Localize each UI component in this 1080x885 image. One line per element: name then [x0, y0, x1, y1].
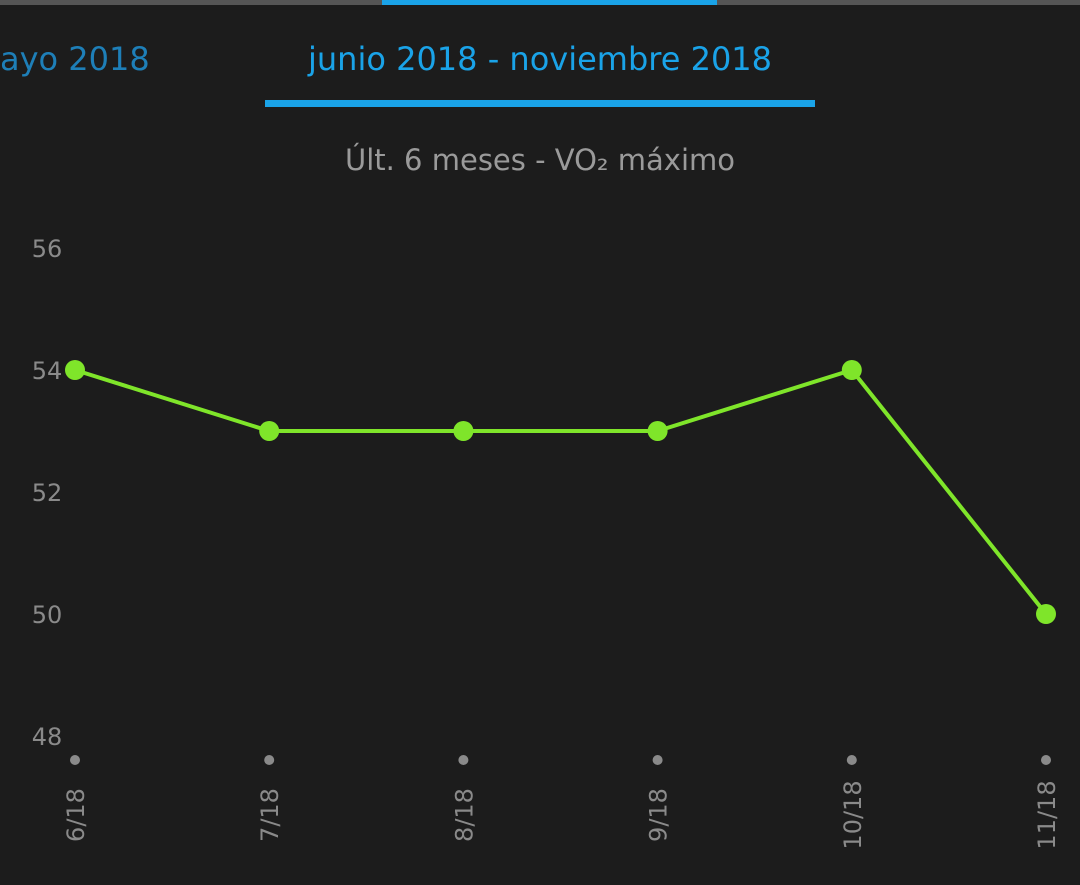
- y-tick-label: 54: [32, 357, 63, 385]
- chart-title: Últ. 6 meses - VO₂ máximo: [345, 143, 735, 177]
- x-tick-label: 8/18: [450, 788, 478, 842]
- point: [1036, 604, 1056, 624]
- x-tick-label: 10/18: [839, 780, 867, 849]
- x-tick-label: 6/18: [62, 788, 90, 842]
- y-tick-label: 56: [32, 235, 63, 263]
- x-tick-dot: [70, 755, 80, 765]
- point: [259, 421, 280, 441]
- x-tick-label: 11/18: [1033, 780, 1061, 849]
- point: [65, 360, 85, 380]
- y-tick-label: 48: [32, 723, 63, 751]
- x-tick-dot: [458, 755, 469, 765]
- y-tick-label: 50: [32, 601, 63, 629]
- tab-previous[interactable]: ayo 2018: [0, 40, 150, 78]
- x-tick-label: 9/18: [645, 788, 673, 842]
- x-tick-dot: [264, 755, 275, 765]
- point: [841, 360, 862, 380]
- x-tick-dot: [652, 755, 663, 765]
- x-tick-dot: [846, 755, 857, 765]
- point: [647, 421, 668, 441]
- tab-underline: [265, 100, 815, 107]
- x-tick-dot: [1041, 755, 1051, 765]
- point: [453, 421, 474, 441]
- page-indicator: [382, 0, 717, 5]
- tab-current[interactable]: junio 2018 - noviembre 2018: [307, 40, 772, 78]
- y-tick-label: 52: [32, 479, 63, 507]
- x-tick-label: 7/18: [256, 788, 284, 842]
- line: [74, 368, 1048, 616]
